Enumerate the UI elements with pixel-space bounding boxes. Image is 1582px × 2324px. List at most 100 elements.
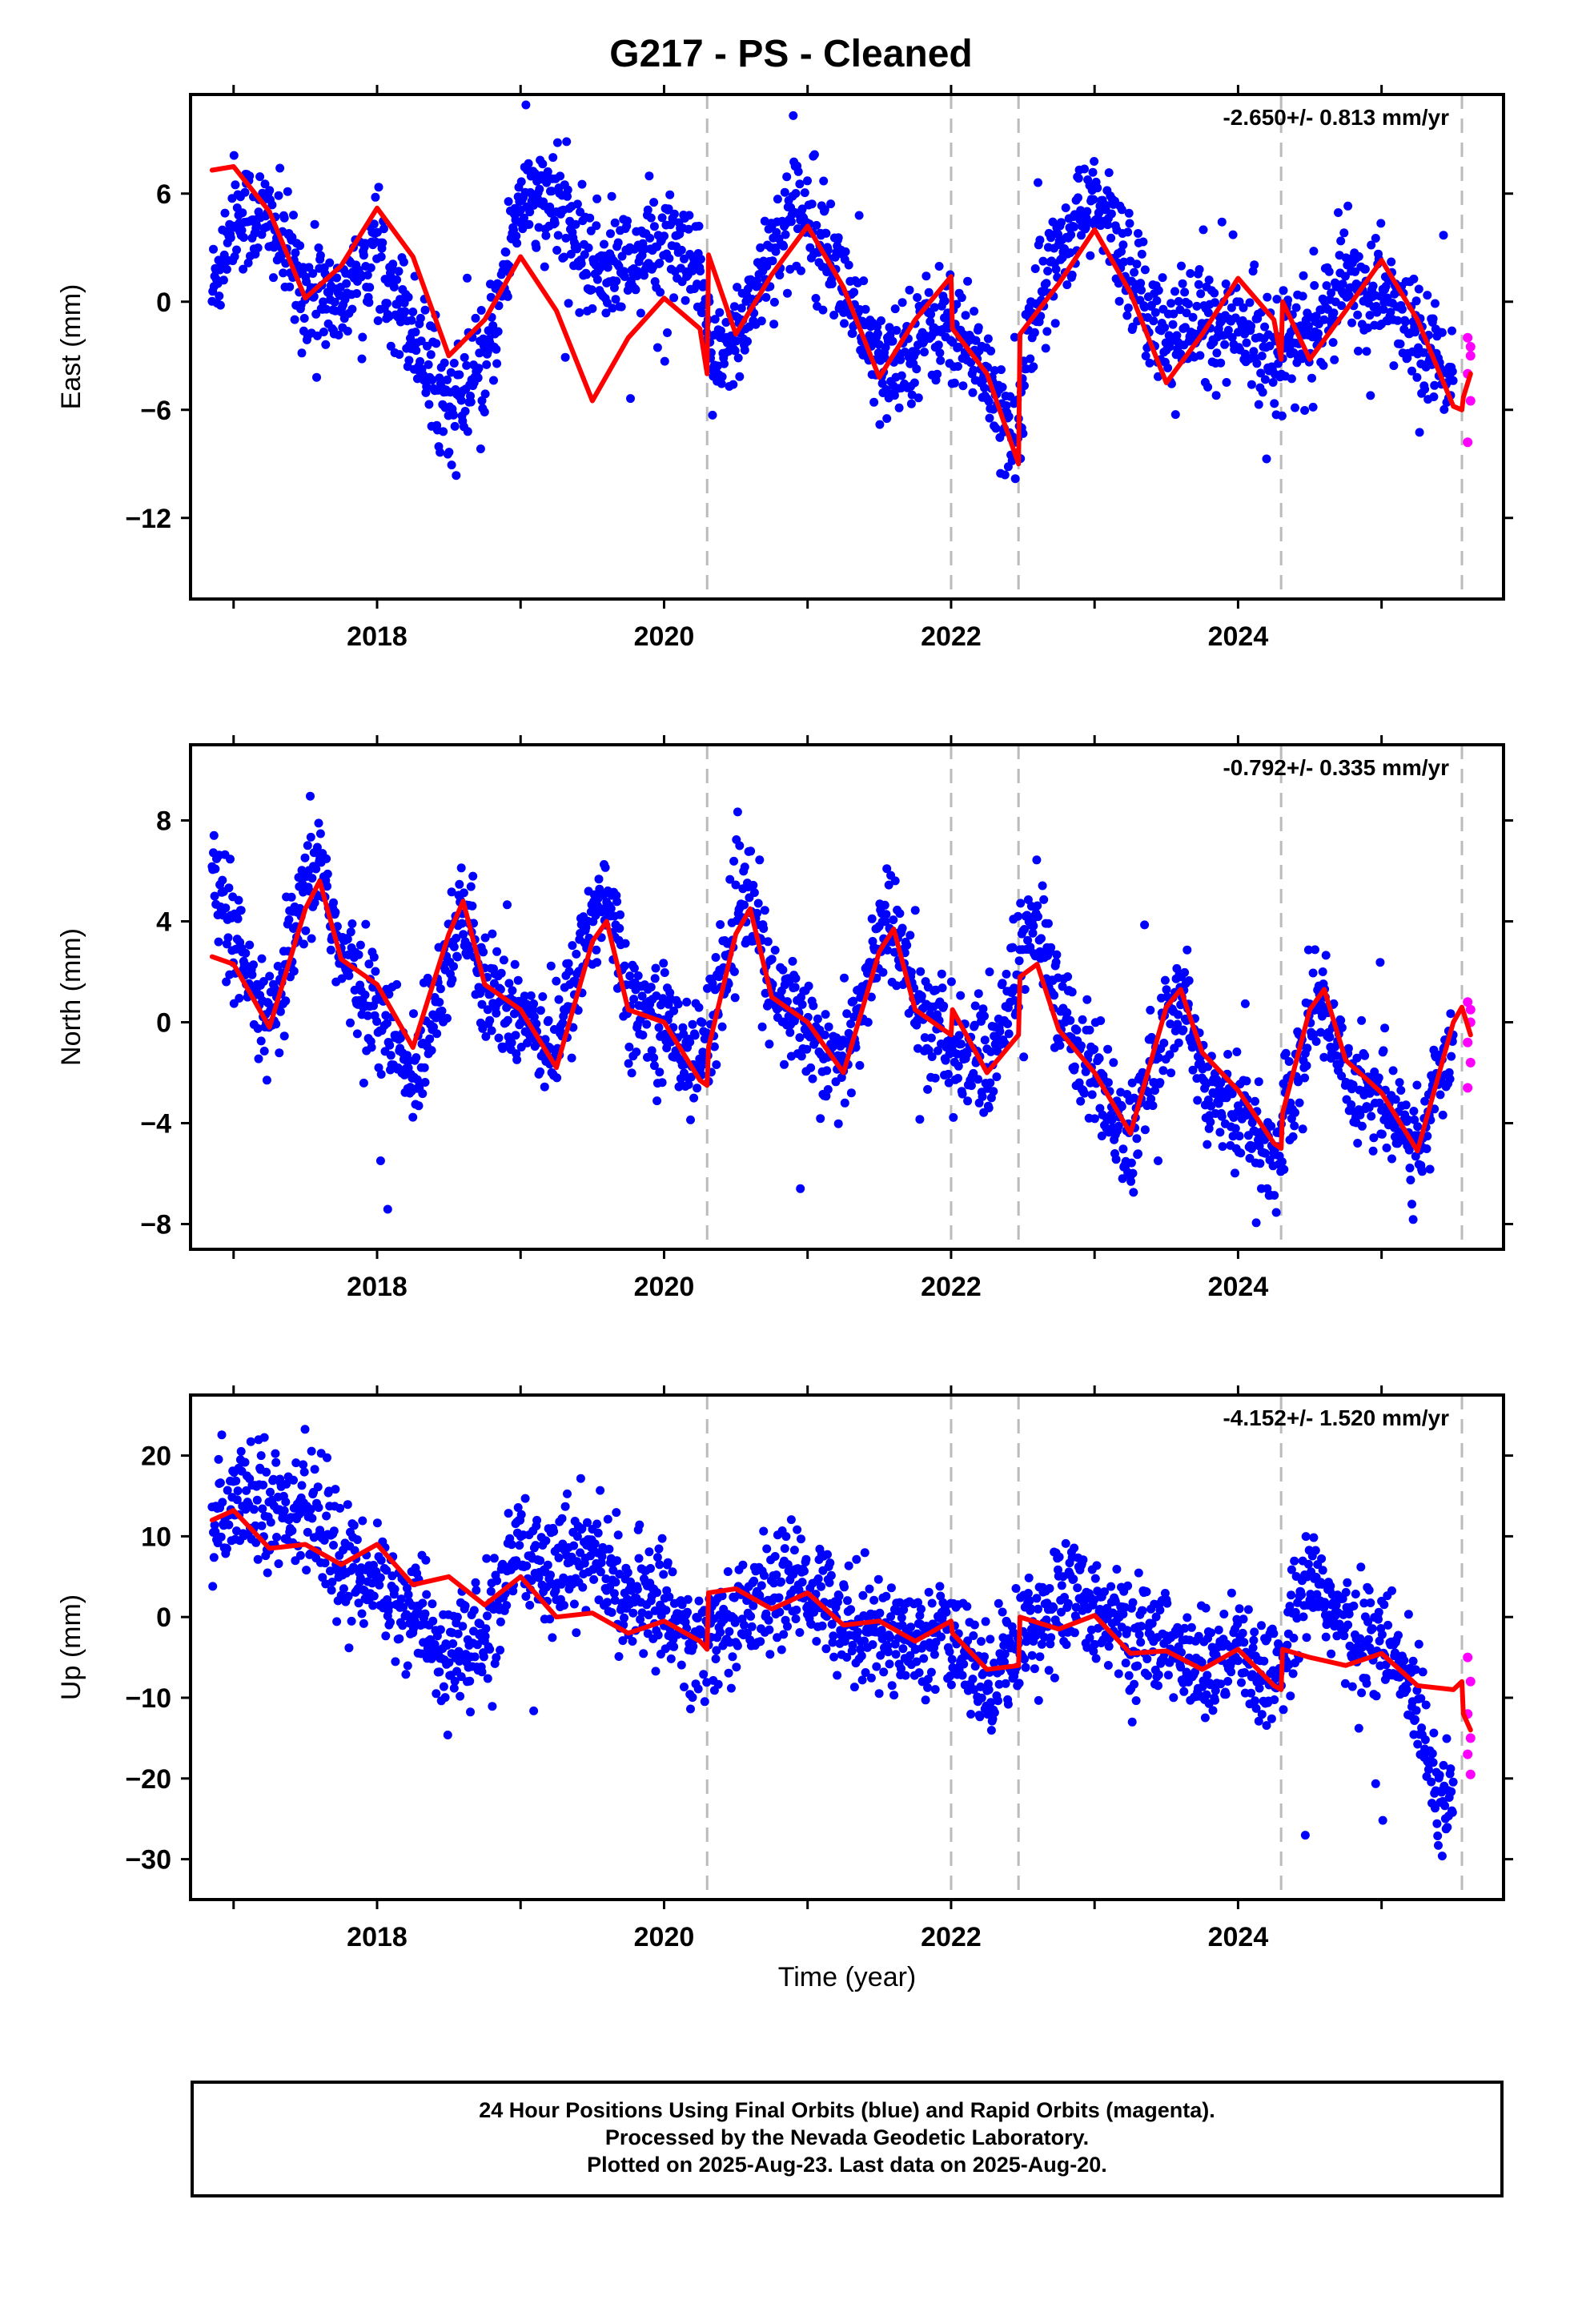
final-point bbox=[747, 1622, 757, 1631]
final-point bbox=[420, 1063, 429, 1072]
final-point bbox=[312, 331, 322, 340]
final-point bbox=[354, 950, 363, 959]
final-point bbox=[958, 1089, 967, 1099]
rapid-point bbox=[1465, 1057, 1476, 1068]
final-point bbox=[290, 315, 299, 324]
final-point bbox=[573, 1006, 583, 1015]
final-point bbox=[243, 258, 253, 267]
final-point bbox=[546, 961, 556, 971]
final-point bbox=[270, 983, 279, 993]
final-point bbox=[436, 448, 445, 457]
final-point bbox=[936, 356, 946, 365]
final-point bbox=[1227, 332, 1237, 342]
final-point bbox=[717, 372, 727, 381]
final-point bbox=[1174, 1038, 1183, 1047]
final-point bbox=[232, 245, 241, 255]
final-point bbox=[400, 307, 410, 316]
final-point bbox=[1183, 300, 1193, 309]
final-point bbox=[1141, 352, 1150, 360]
final-point bbox=[753, 908, 762, 918]
final-point bbox=[314, 818, 323, 828]
final-point bbox=[1117, 205, 1126, 215]
final-point bbox=[379, 224, 388, 234]
final-point bbox=[882, 864, 892, 874]
final-point bbox=[1324, 267, 1334, 276]
final-point bbox=[310, 1465, 319, 1474]
final-point bbox=[1376, 219, 1386, 228]
final-point bbox=[753, 899, 763, 908]
final-point bbox=[295, 1550, 305, 1560]
final-point bbox=[263, 999, 273, 1008]
final-point bbox=[560, 1601, 568, 1610]
final-point bbox=[954, 362, 962, 371]
final-point bbox=[354, 1598, 363, 1608]
final-point bbox=[723, 1567, 733, 1576]
final-point bbox=[485, 1015, 495, 1025]
final-point bbox=[450, 421, 460, 431]
final-point bbox=[478, 1023, 488, 1033]
final-point bbox=[686, 1115, 695, 1124]
final-point bbox=[1299, 271, 1308, 280]
final-point bbox=[1146, 1094, 1156, 1104]
final-point bbox=[299, 314, 309, 323]
final-point bbox=[349, 1521, 359, 1530]
final-point bbox=[717, 326, 725, 336]
final-point bbox=[1165, 1050, 1174, 1059]
final-point bbox=[315, 829, 325, 838]
final-point bbox=[572, 1628, 581, 1638]
final-point bbox=[516, 177, 526, 187]
final-point bbox=[253, 1023, 263, 1033]
final-point bbox=[729, 380, 738, 389]
final-point bbox=[1352, 1053, 1362, 1063]
final-point bbox=[532, 1019, 541, 1028]
final-point bbox=[386, 1051, 396, 1060]
final-point bbox=[912, 364, 921, 374]
final-point bbox=[321, 340, 331, 349]
final-point bbox=[1279, 286, 1288, 296]
final-point bbox=[232, 1495, 242, 1505]
final-point bbox=[803, 176, 812, 186]
final-point bbox=[1395, 1078, 1404, 1088]
final-point bbox=[504, 197, 513, 207]
final-point bbox=[1020, 381, 1029, 391]
final-point bbox=[383, 1204, 392, 1214]
final-point bbox=[793, 1525, 802, 1534]
final-point bbox=[274, 191, 283, 200]
final-point bbox=[443, 375, 452, 384]
final-point bbox=[802, 1044, 812, 1054]
final-point bbox=[743, 336, 752, 346]
final-point bbox=[560, 1502, 570, 1511]
final-point bbox=[777, 1577, 785, 1586]
final-point bbox=[905, 285, 914, 295]
final-point bbox=[694, 221, 704, 231]
final-point bbox=[520, 991, 529, 1001]
final-point bbox=[1090, 157, 1099, 166]
y-tick-label: 4 bbox=[156, 907, 171, 938]
final-point bbox=[302, 1566, 311, 1575]
final-point bbox=[849, 996, 858, 1006]
final-point bbox=[544, 1015, 553, 1025]
final-point bbox=[253, 243, 263, 252]
final-point bbox=[1154, 1156, 1162, 1165]
final-point bbox=[628, 1608, 638, 1618]
final-point bbox=[657, 1078, 667, 1088]
final-point bbox=[230, 251, 239, 261]
final-point bbox=[443, 1731, 452, 1739]
final-point bbox=[502, 1601, 512, 1610]
final-point bbox=[1263, 292, 1272, 302]
final-point bbox=[366, 263, 375, 272]
final-point bbox=[844, 1561, 853, 1570]
final-point bbox=[1252, 359, 1262, 368]
final-point bbox=[861, 1668, 870, 1677]
final-point bbox=[223, 933, 233, 943]
final-point bbox=[824, 1022, 833, 1031]
final-point bbox=[1094, 1054, 1104, 1063]
final-point bbox=[733, 353, 743, 363]
final-point bbox=[1066, 230, 1076, 239]
final-point bbox=[236, 906, 246, 915]
final-point bbox=[237, 226, 247, 235]
final-point bbox=[256, 1036, 266, 1046]
final-point bbox=[659, 959, 669, 968]
final-point bbox=[1371, 234, 1380, 243]
final-point bbox=[465, 1676, 475, 1686]
